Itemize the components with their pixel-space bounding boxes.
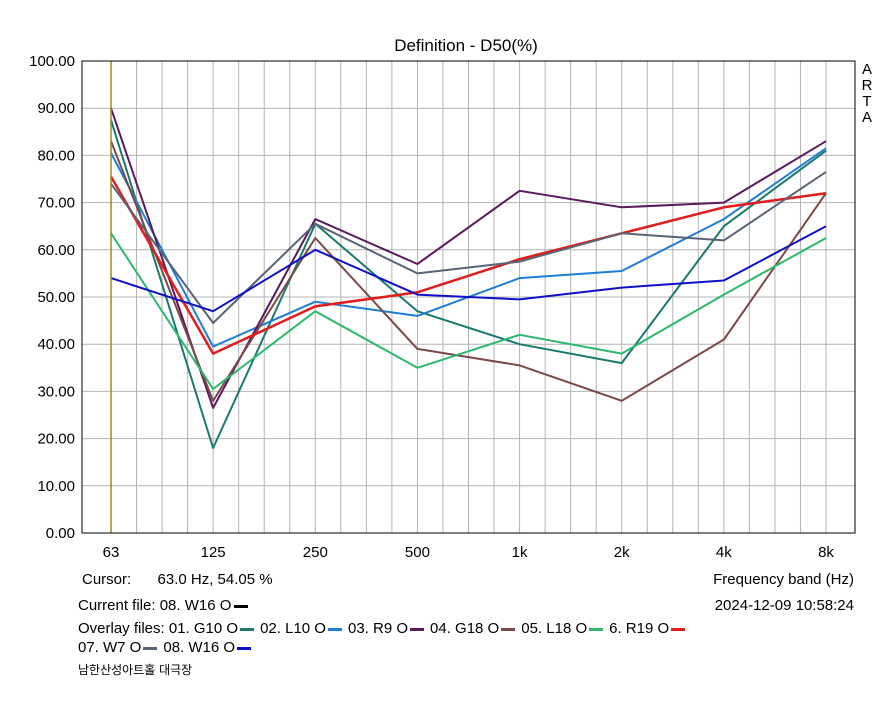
legend-label: 03. R9 O: [347, 620, 409, 637]
y-tick-label: 0.00: [46, 525, 75, 542]
x-tick-label: 125: [201, 544, 226, 561]
legend-label: 08. W16 O: [163, 639, 236, 656]
venue-footer: 남한산성아트홀 대극장: [78, 663, 193, 677]
y-tick-label: 70.00: [37, 195, 75, 212]
legend-swatch: [143, 646, 158, 650]
legend-label: 04. G18 O: [430, 620, 500, 637]
y-tick-label: 80.00: [37, 147, 75, 164]
timestamp: 2024-12-09 10:58:24: [714, 597, 854, 614]
legend-swatch: [589, 627, 604, 631]
y-tick-label: 30.00: [37, 383, 75, 400]
y-tick-label: 10.00: [37, 478, 75, 495]
legend-swatch: [501, 627, 516, 631]
legend-swatch: [327, 627, 342, 631]
legend-label: 02. L10 O: [260, 620, 326, 637]
current-file: Current file: 08. W16 O: [78, 597, 254, 615]
legend-swatch: [410, 627, 425, 631]
legend-row-1: Overlay files: 01. G10 O 02. L10 O 03. R9 …: [78, 620, 691, 638]
cursor-readout: Cursor: 63.0 Hz, 54.05 %: [82, 571, 273, 589]
legend-item: 6. R19 O: [609, 620, 691, 638]
legend-label: 6. R19 O: [609, 620, 670, 637]
legend-item: 08. W16 O: [163, 639, 257, 657]
legend-swatch: [237, 646, 252, 650]
x-tick-label: 500: [405, 544, 430, 561]
arta-letter: T: [862, 93, 872, 110]
cursor-value: 63.0 Hz, 54.05 %: [157, 571, 273, 588]
cursor-label: Cursor:: [82, 571, 132, 588]
legend-item: 05. L18 O: [521, 620, 609, 638]
series-line-7: [110, 171, 827, 324]
series-line-8: [110, 225, 827, 313]
legend-item: 07. W7 O: [78, 639, 163, 657]
legend-label: 07. W7 O: [78, 639, 142, 656]
legend-row-2: 07. W7 O 08. W16 O: [78, 639, 257, 657]
x-tick-label: 250: [303, 544, 328, 561]
series-lines: [109, 107, 827, 449]
series-line-5: [110, 232, 827, 390]
x-tick-label: 1k: [512, 544, 528, 561]
y-tick-label: 40.00: [37, 336, 75, 353]
x-tick-label: 2k: [614, 544, 630, 561]
x-tick-label: 63: [103, 544, 120, 561]
plot-frame: [81, 60, 856, 534]
overlay-prefix: Overlay files:: [78, 620, 165, 637]
chart-title: Definition - D50(%): [394, 36, 538, 55]
arta-letter: A: [861, 109, 872, 126]
y-tick-label: 60.00: [37, 242, 75, 259]
series-line-1: [110, 119, 827, 449]
x-axis-label: Frequency band (Hz): [713, 571, 854, 588]
legend-label: 01. G10 O: [168, 620, 239, 637]
y-tick-label: 50.00: [37, 289, 75, 306]
legend-item: 02. L10 O: [260, 620, 348, 638]
legend-item: 04. G18 O: [430, 620, 521, 638]
series-line-6: [109, 175, 827, 355]
current-file-text: Current file: 08. W16 O: [78, 597, 232, 614]
series-line-4: [110, 140, 827, 402]
legend-swatch: [671, 627, 686, 631]
legend-item: 03. R9 O: [348, 620, 430, 638]
arta-letter: A: [861, 61, 872, 78]
x-tick-labels: 63 125 250 500 1k 2k 4k 8k: [103, 544, 835, 561]
y-tick-label: 100.00: [29, 53, 75, 70]
y-tick-label: 20.00: [37, 431, 75, 448]
y-tick-labels: 100.00 90.00 80.00 70.00 60.00 50.00 40.00 30.0…: [29, 53, 75, 542]
x-tick-label: 4k: [716, 544, 732, 561]
legend-label: 05. L18 O: [521, 620, 588, 637]
legend-swatch: [240, 627, 255, 631]
y-tick-label: 90.00: [37, 100, 75, 117]
legend-item: 01. G10 O: [169, 620, 260, 638]
arta-letter: R: [861, 77, 873, 94]
x-tick-label: 8k: [818, 544, 834, 561]
current-file-swatch: [234, 604, 249, 608]
